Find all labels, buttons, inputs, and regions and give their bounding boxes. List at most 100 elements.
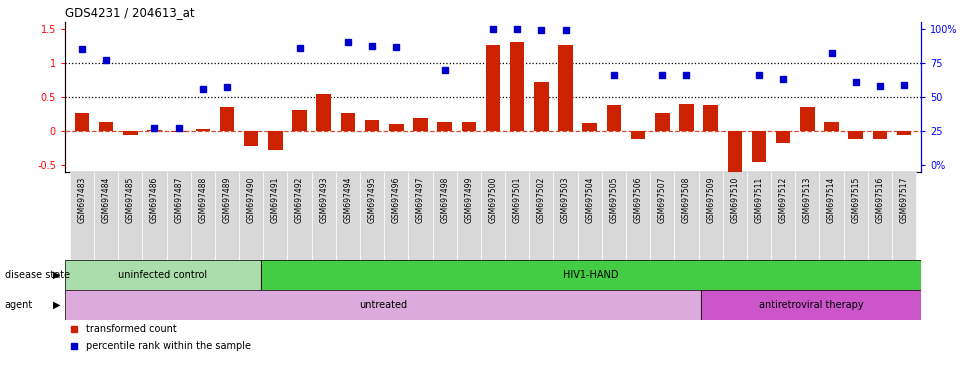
Bar (701, 290, 921, 320)
Bar (244, 131, 259, 146)
Text: GSM697508: GSM697508 (682, 176, 691, 223)
Bar (65, 290, 701, 320)
Bar (674, 172, 698, 260)
Bar (409, 172, 433, 260)
Text: GSM697496: GSM697496 (392, 176, 401, 223)
Text: GSM697497: GSM697497 (416, 176, 425, 223)
Bar (190, 172, 214, 260)
Text: ▶: ▶ (53, 300, 60, 310)
Text: uninfected control: uninfected control (118, 270, 208, 280)
Text: GSM697494: GSM697494 (344, 176, 353, 223)
Bar (703, 104, 718, 131)
Bar (481, 172, 505, 260)
Bar (558, 45, 573, 131)
Text: GSM697505: GSM697505 (610, 176, 618, 223)
Bar (795, 172, 819, 260)
Bar (698, 172, 723, 260)
Bar (312, 172, 336, 260)
Text: antiretroviral therapy: antiretroviral therapy (758, 300, 864, 310)
Text: GSM697487: GSM697487 (174, 176, 184, 223)
Text: GSM697514: GSM697514 (827, 176, 836, 223)
Text: GSM697493: GSM697493 (319, 176, 328, 223)
Bar (776, 131, 790, 143)
Bar (650, 172, 674, 260)
Text: GSM697501: GSM697501 (513, 176, 522, 223)
Bar (341, 113, 355, 131)
Bar (800, 107, 814, 131)
Text: GSM697489: GSM697489 (222, 176, 232, 223)
Bar (457, 172, 481, 260)
Bar (293, 110, 307, 131)
Bar (195, 129, 210, 131)
Bar (99, 122, 113, 131)
Bar (505, 172, 529, 260)
Bar (261, 260, 921, 290)
Text: GSM697515: GSM697515 (851, 176, 860, 223)
Bar (752, 131, 766, 162)
Bar (219, 107, 235, 131)
Text: ▶: ▶ (53, 270, 60, 280)
Text: GDS4231 / 204613_at: GDS4231 / 204613_at (65, 7, 194, 20)
Bar (510, 43, 525, 131)
Text: GSM697511: GSM697511 (754, 176, 763, 223)
Text: GSM697513: GSM697513 (803, 176, 811, 223)
Bar (389, 124, 404, 131)
Bar (486, 45, 500, 131)
Bar (365, 119, 380, 131)
Bar (534, 82, 549, 131)
Bar (261, 260, 921, 290)
Bar (462, 122, 476, 131)
Bar (578, 172, 602, 260)
Text: GSM697492: GSM697492 (295, 176, 304, 223)
Bar (288, 172, 312, 260)
Bar (166, 172, 190, 260)
Text: GSM697504: GSM697504 (585, 176, 594, 223)
Bar (554, 172, 578, 260)
Bar (240, 172, 264, 260)
Text: GSM697498: GSM697498 (440, 176, 449, 223)
Text: untreated: untreated (359, 300, 407, 310)
Text: GSM697484: GSM697484 (101, 176, 111, 223)
Bar (269, 131, 283, 149)
Bar (701, 290, 921, 320)
Text: GSM697488: GSM697488 (198, 176, 208, 223)
Text: GSM697502: GSM697502 (537, 176, 546, 223)
Bar (771, 172, 795, 260)
Text: agent: agent (5, 300, 33, 310)
Text: GSM697490: GSM697490 (246, 176, 256, 223)
Bar (747, 172, 771, 260)
Bar (602, 172, 626, 260)
Text: GSM697510: GSM697510 (730, 176, 739, 223)
Bar (607, 105, 621, 131)
Bar (438, 122, 452, 131)
Text: GSM697507: GSM697507 (658, 176, 667, 223)
Bar (171, 131, 185, 132)
Text: GSM697486: GSM697486 (150, 176, 159, 223)
Bar (118, 172, 142, 260)
Bar (147, 130, 161, 131)
Bar (94, 172, 118, 260)
Text: disease state: disease state (5, 270, 70, 280)
Text: transformed count: transformed count (86, 324, 177, 334)
Bar (727, 131, 742, 172)
Bar (872, 131, 887, 139)
Bar (892, 172, 916, 260)
Text: GSM697503: GSM697503 (561, 176, 570, 223)
Bar (626, 172, 650, 260)
Text: GSM697485: GSM697485 (126, 176, 135, 223)
Text: GSM697512: GSM697512 (779, 176, 787, 223)
Bar (360, 172, 384, 260)
Bar (65, 260, 261, 290)
Bar (582, 123, 597, 131)
Bar (843, 172, 867, 260)
Bar (896, 131, 911, 134)
Bar (867, 172, 892, 260)
Text: GSM697506: GSM697506 (634, 176, 642, 223)
Text: GSM697500: GSM697500 (489, 176, 497, 223)
Text: GSM697499: GSM697499 (465, 176, 473, 223)
Bar (433, 172, 457, 260)
Bar (214, 172, 240, 260)
Text: HIV1-HAND: HIV1-HAND (563, 270, 618, 280)
Bar (848, 131, 863, 139)
Bar (70, 172, 94, 260)
